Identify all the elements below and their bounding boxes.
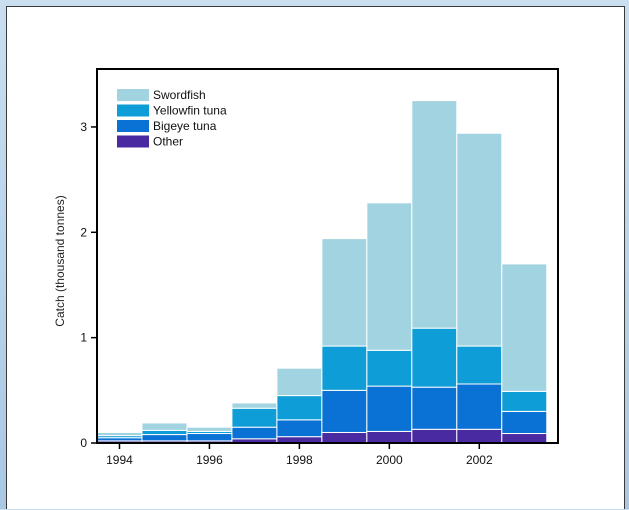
- bar-yellowfin-tuna-1999: [321, 345, 368, 391]
- bar-swordfish-1996: [186, 426, 233, 432]
- bar-swordfish-2002: [456, 132, 503, 347]
- bar-yellowfin-tuna-1998: [276, 395, 323, 421]
- bar-other-2003: [501, 433, 548, 444]
- bar-yellowfin-tuna-2003: [501, 390, 548, 412]
- bar-swordfish-2001: [411, 100, 458, 329]
- bar-yellowfin-tuna-1995: [141, 429, 188, 436]
- legend-label-bigeye-tuna: Bigeye tuna: [153, 119, 217, 133]
- bar-swordfish-1995: [141, 422, 188, 431]
- bar-bigeye-tuna-1996: [186, 433, 233, 442]
- bar-swordfish-2000: [366, 202, 413, 351]
- bar-swordfish-2003: [501, 263, 548, 392]
- y-axis-label: Catch (thousand tonnes): [53, 195, 67, 326]
- bar-bigeye-tuna-2001: [411, 386, 458, 430]
- bar-yellowfin-tuna-2000: [366, 349, 413, 387]
- y-tick-label: 3: [80, 120, 87, 134]
- legend-swatch-swordfish: [117, 89, 149, 101]
- bar-swordfish-1998: [276, 367, 323, 397]
- legend-swatch-yellowfin-tuna: [117, 104, 149, 117]
- chart-frame: 0 1 2 3 1994 1996 1998 2000 2002 Catch (thousan…: [6, 6, 625, 509]
- bar-other-2001: [411, 428, 458, 444]
- bar-yellowfin-tuna-1997: [231, 407, 278, 428]
- bar-swordfish-1994: [96, 431, 143, 437]
- bars-layer: [96, 100, 548, 444]
- legend-label-other: Other: [153, 135, 183, 149]
- x-tick-label: 1998: [286, 453, 313, 467]
- x-tick-label: 2000: [376, 453, 403, 467]
- chart-svg: 0 1 2 3 1994 1996 1998 2000 2002 Catch (thousan…: [53, 68, 559, 467]
- legend-label-yellowfin-tuna: Yellowfin tuna: [153, 104, 227, 118]
- y-tick-label: 1: [80, 331, 87, 345]
- bar-bigeye-tuna-1999: [321, 389, 368, 433]
- bar-bigeye-tuna-1997: [231, 426, 278, 440]
- bar-other-1999: [321, 431, 368, 444]
- legend-swatch-other: [117, 135, 149, 148]
- plot-area-border: [96, 68, 559, 444]
- x-tick-label: 1994: [106, 453, 133, 467]
- bar-bigeye-tuna-2002: [456, 383, 503, 430]
- bar-yellowfin-tuna-2001: [411, 327, 458, 388]
- bar-swordfish-1999: [321, 238, 368, 347]
- bar-other-2002: [456, 428, 503, 444]
- legend-swatch-bigeye-tuna: [117, 120, 149, 132]
- x-axis: 1994 1996 1998 2000 2002: [106, 443, 493, 467]
- y-tick-label: 0: [80, 436, 87, 450]
- y-axis: 0 1 2 3: [80, 120, 97, 450]
- y-tick-label: 2: [80, 225, 87, 239]
- bar-bigeye-tuna-1998: [276, 419, 323, 438]
- x-tick-label: 2002: [466, 453, 493, 467]
- legend-label-swordfish: Swordfish: [153, 88, 206, 102]
- bar-yellowfin-tuna-2002: [456, 345, 503, 385]
- bar-bigeye-tuna-1995: [141, 434, 188, 442]
- bar-swordfish-1997: [231, 402, 278, 409]
- x-tick-label: 1996: [196, 453, 223, 467]
- bar-other-2000: [366, 430, 413, 444]
- bar-bigeye-tuna-2003: [501, 410, 548, 435]
- bar-bigeye-tuna-2000: [366, 385, 413, 432]
